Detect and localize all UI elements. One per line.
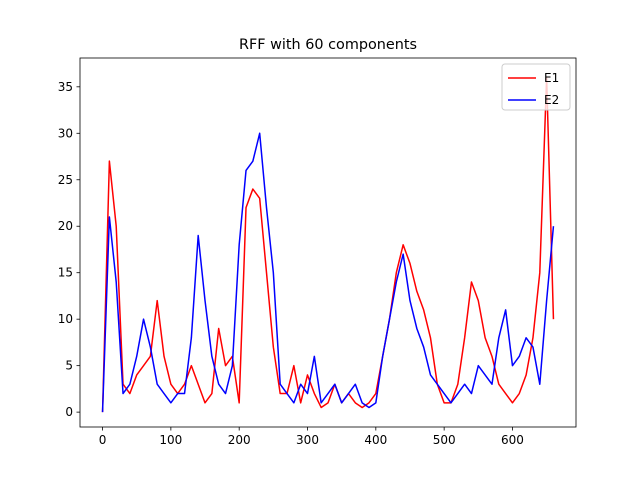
y-tick-label: 20 [58,219,73,233]
y-tick-label: 30 [58,126,73,140]
y-tick-label: 25 [58,173,73,187]
y-tick-label: 10 [58,312,73,326]
plot-frame [79,57,577,428]
legend-label: E1 [544,71,559,85]
y-tick-label: 15 [58,266,73,280]
legend-label: E2 [544,93,559,107]
x-tick-label: 200 [228,433,251,447]
legend-box [501,63,571,111]
x-tick-label: 100 [159,433,182,447]
chart-title: RFF with 60 components [239,37,417,53]
x-tick-label: 400 [364,433,387,447]
x-tick-label: 300 [296,433,319,447]
y-tick-label: 5 [65,359,73,373]
x-tick-label: 0 [99,433,107,447]
x-tick-label: 500 [433,433,456,447]
x-tick-label: 600 [501,433,524,447]
y-tick-label: 35 [58,80,73,94]
series-line [101,132,555,413]
y-tick-label: 0 [65,405,73,419]
